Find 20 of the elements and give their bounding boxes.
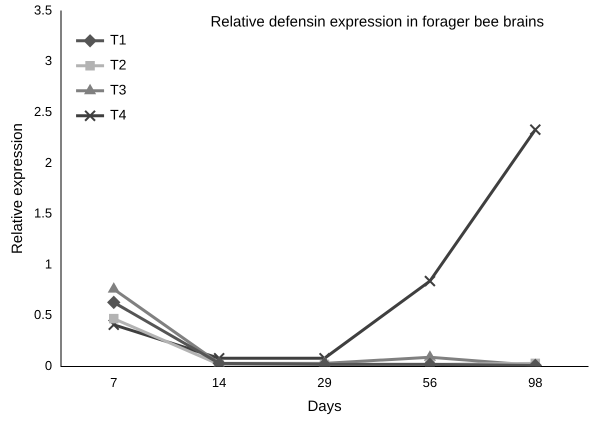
- y-tick-label: 3: [44, 53, 52, 68]
- y-tick-label: 1.5: [34, 206, 52, 221]
- y-tick-label: 0.5: [34, 307, 52, 322]
- legend-label: T3: [110, 82, 127, 98]
- y-axis-title: Relative expression: [9, 123, 26, 254]
- legend-label: T4: [110, 106, 127, 123]
- x-tick-label: 98: [528, 374, 543, 390]
- y-tick-label: 0: [44, 358, 52, 373]
- x-tick-label: 29: [317, 374, 332, 390]
- legend-label: T2: [110, 56, 127, 73]
- y-tick-label: 1: [44, 256, 52, 272]
- x-tick-label: 7: [110, 374, 118, 390]
- x-axis-title: Days: [307, 398, 342, 416]
- x-tick-label: 14: [212, 374, 226, 390]
- legend-label: T1: [110, 32, 127, 48]
- y-tick-label: 3.5: [34, 2, 52, 18]
- x-tick-label: 56: [422, 374, 438, 390]
- y-tick-label: 2.5: [34, 104, 52, 119]
- chart-title: Relative defensin expression in forager bee brains: [210, 13, 544, 30]
- y-tick-label: 2: [44, 154, 52, 170]
